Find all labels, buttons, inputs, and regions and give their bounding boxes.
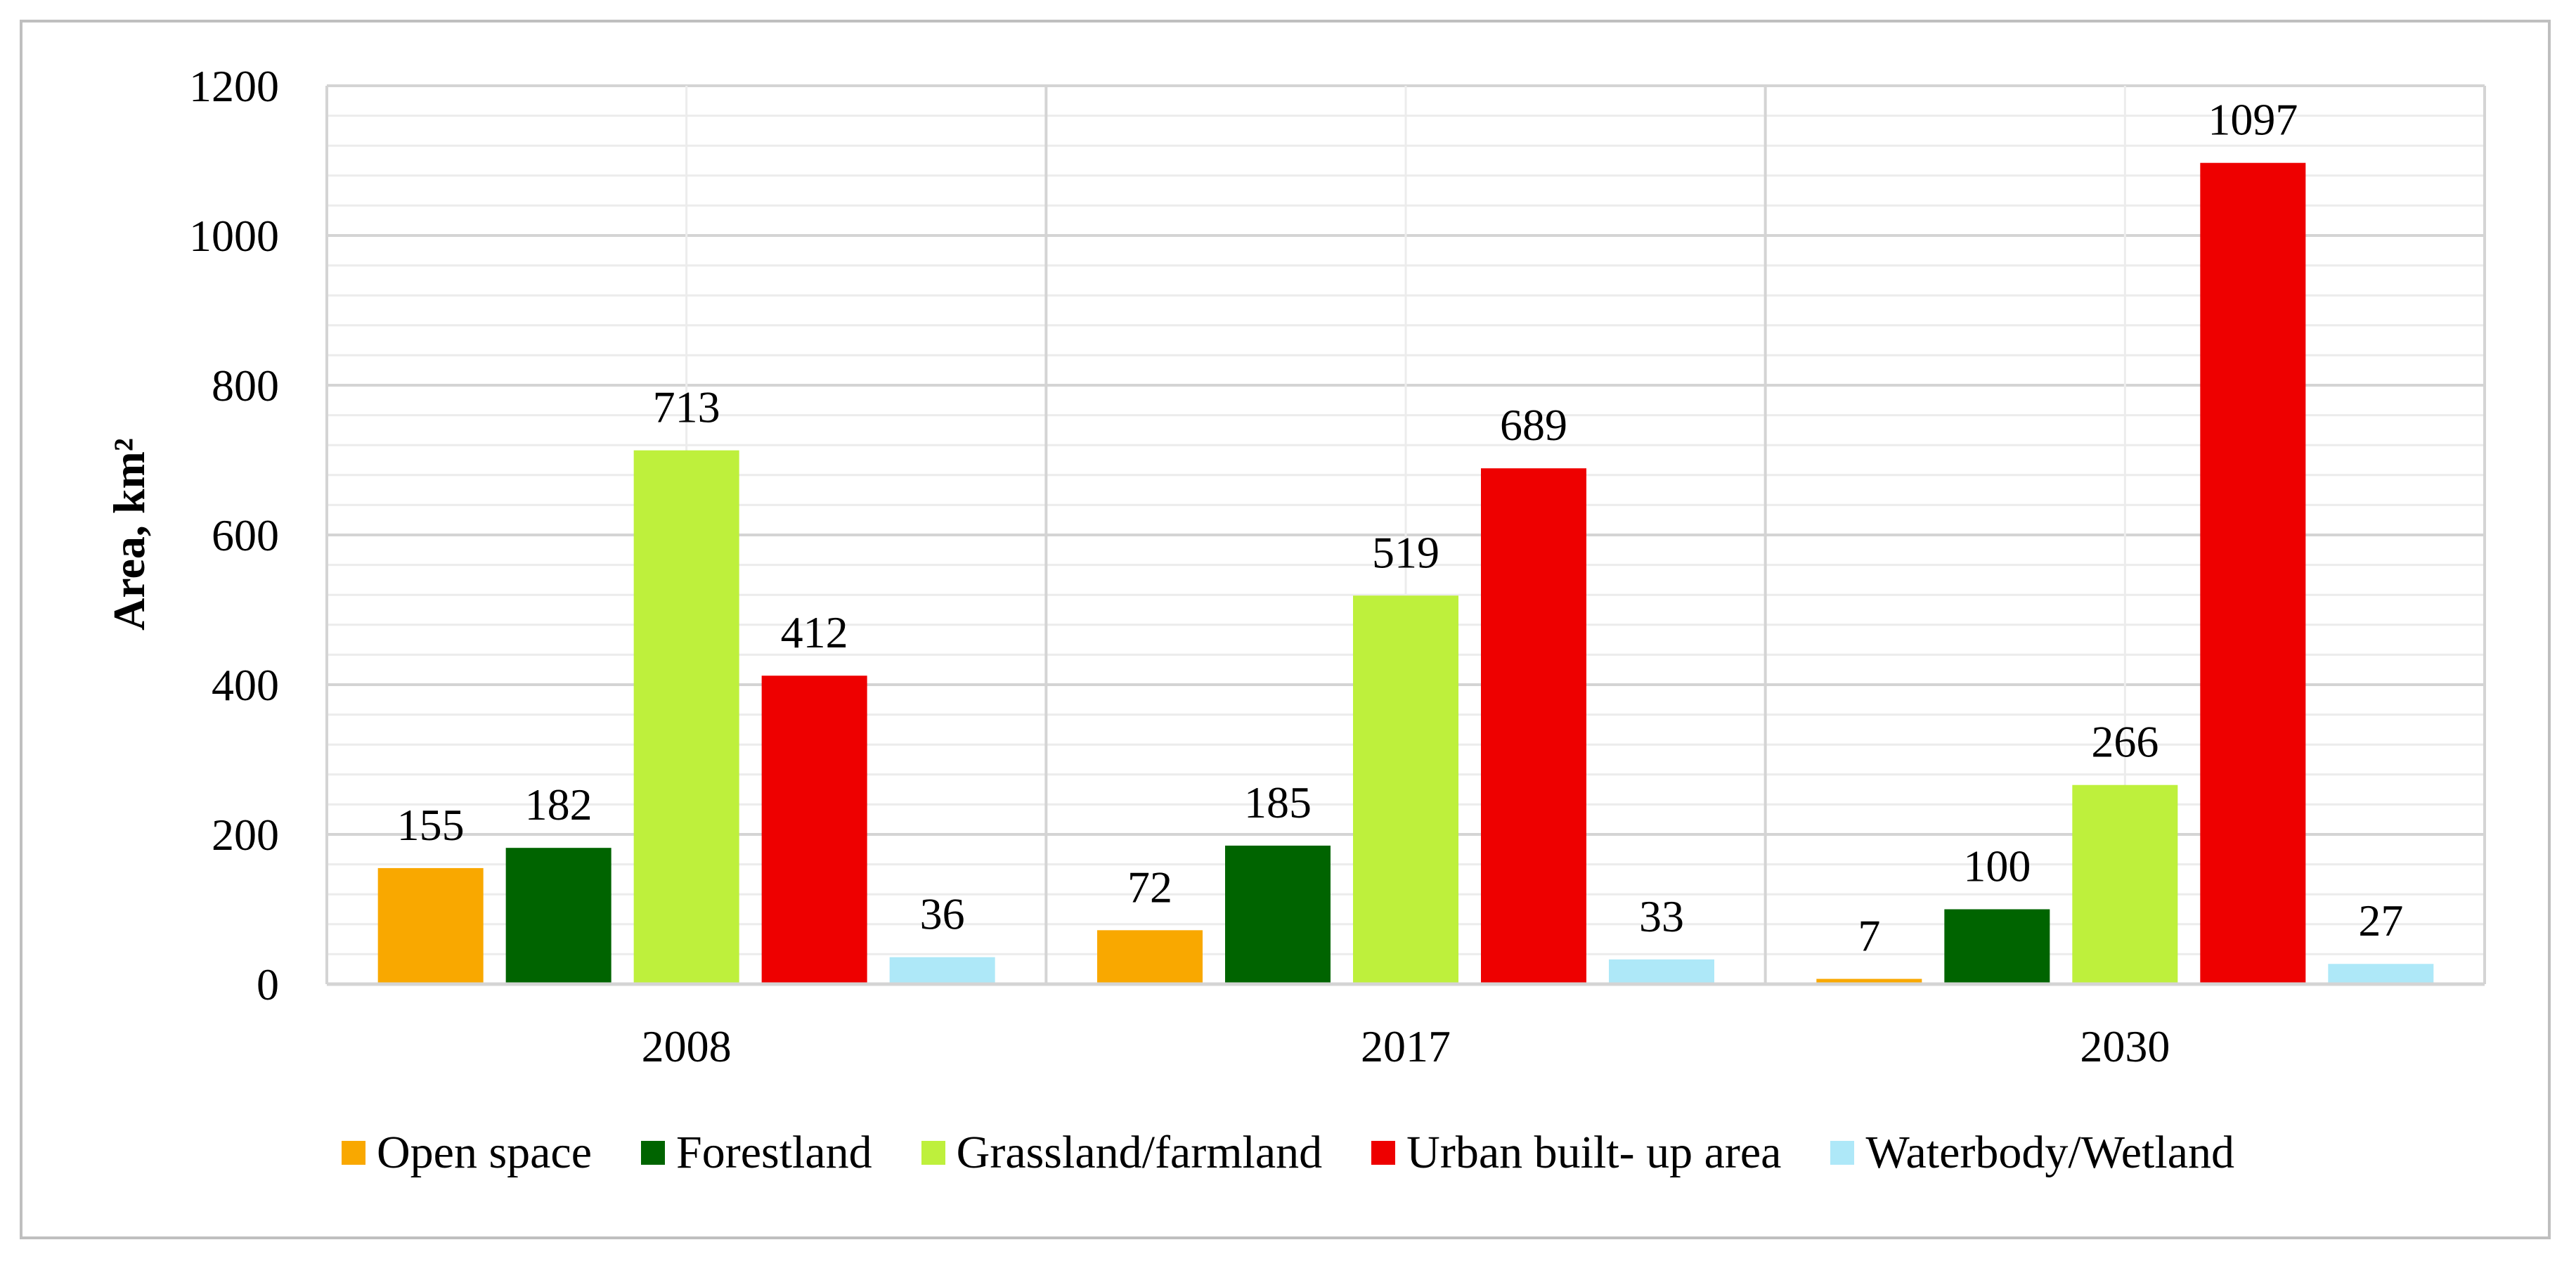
legend-item: Waterbody/Wetland [1830,1126,2234,1180]
x-tick-label: 2017 [1361,1021,1451,1071]
legend-label: Open space [377,1127,593,1178]
y-tick-label: 400 [212,660,279,710]
x-tick-label: 2008 [642,1021,732,1071]
legend-swatch [1830,1141,1855,1165]
data-label: 182 [525,780,593,829]
legend-item: Grassland/farmland [921,1126,1323,1180]
bar-grassland-farmland-2030 [2072,784,2178,984]
legend-label: Waterbody/Wetland [1865,1127,2234,1178]
data-label: 7 [1858,911,1880,961]
data-label: 1097 [2208,95,2298,145]
legend-swatch [1371,1141,1396,1165]
data-label: 155 [397,800,465,850]
legend-item: Forestland [641,1126,872,1180]
labels-layer: 155 182 713 412 36 72 185 519 689 33 7 100 266 1097 27 [397,95,2404,961]
bar-grassland-farmland-2017 [1353,595,1458,984]
bar-waterbody-wetland-2030 [2328,964,2434,984]
bars-layer [377,162,2434,984]
bar-open-space-2008 [377,867,484,984]
bar-open-space-2030 [1816,978,1922,984]
data-label: 185 [1244,777,1312,827]
legend-swatch [342,1141,365,1165]
legend: Open space Forestland Grassland/farmland Ur… [0,1121,2576,1184]
data-label: 100 [1963,841,2031,891]
bar-urban-built-up-area-2030 [2200,162,2306,984]
data-label: 27 [2358,896,2403,945]
data-label: 36 [920,889,965,939]
data-label: 33 [1639,891,1684,941]
y-tick-label: 200 [212,810,279,860]
bar-open-space-2017 [1097,930,1203,984]
y-tick-label: 0 [257,960,279,1009]
legend-label: Grassland/farmland [956,1127,1323,1178]
bar-forestland-2017 [1225,845,1331,984]
data-label: 713 [653,382,720,432]
data-label: 72 [1127,862,1172,912]
y-axis-title: Area, km² [104,438,154,631]
y-tick-label: 1200 [189,61,279,111]
data-label: 519 [1372,527,1439,577]
bar-urban-built-up-area-2017 [1481,468,1586,984]
bar-forestland-2008 [505,848,611,984]
bar-grassland-farmland-2008 [633,450,739,984]
legend-item: Open space [342,1126,592,1180]
bar-waterbody-wetland-2017 [1609,959,1714,984]
legend-label: Forestland [676,1127,872,1178]
y-tick-label: 600 [212,510,279,560]
legend-swatch [921,1141,945,1165]
data-label: 689 [1500,400,1567,450]
x-tick-label: 2030 [2080,1021,2170,1071]
bar-urban-built-up-area-2008 [761,676,867,984]
data-label: 266 [2091,717,2158,767]
bar-waterbody-wetland-2008 [889,957,995,984]
y-tick-label: 1000 [189,211,279,261]
legend-swatch [641,1141,666,1165]
bar-forestland-2030 [1944,909,2050,984]
axis-layer: 0 200 400 600 800 1000 1200 2008 2017 2030 [189,61,2485,1071]
legend-item: Urban built- up area [1371,1126,1781,1180]
chart-frame [20,20,2551,1239]
legend-label: Urban built- up area [1406,1127,1782,1178]
y-tick-label: 800 [212,361,279,411]
data-label: 412 [781,607,848,657]
